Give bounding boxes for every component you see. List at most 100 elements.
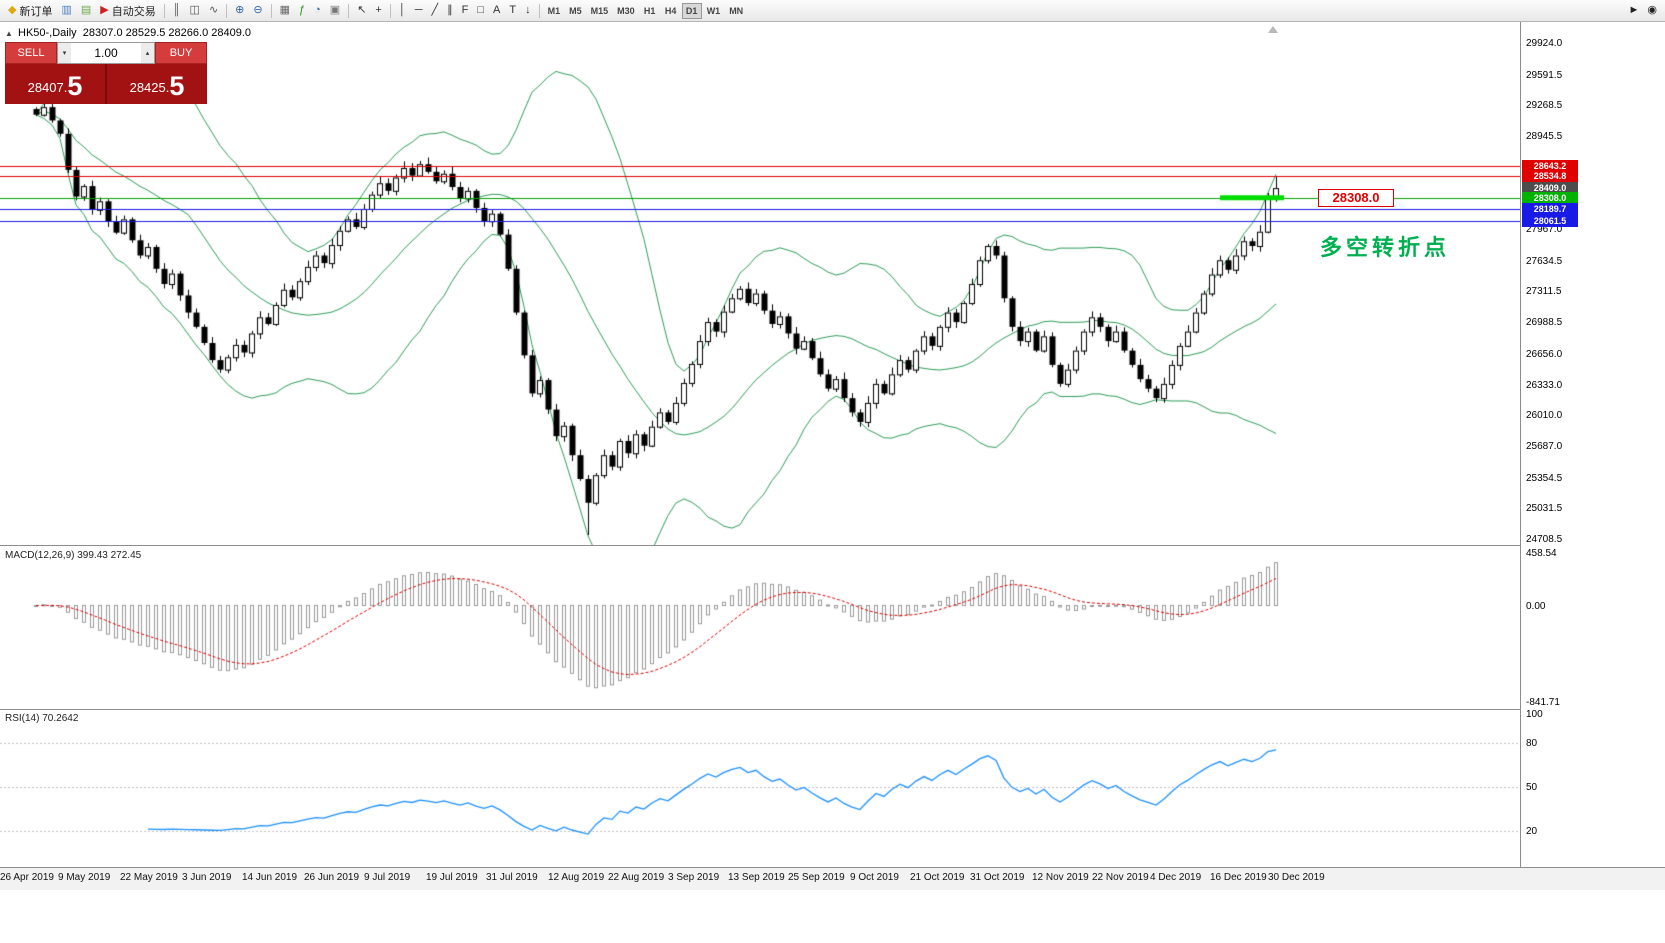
new-order-button[interactable]: ◆ 新订单 (4, 2, 56, 20)
indicators-icon: ƒ (299, 4, 306, 16)
timeframe-h1-button[interactable]: H1 (640, 3, 660, 19)
cursor-button[interactable]: ↖ (353, 2, 370, 20)
date-tick: 22 Aug 2019 (608, 872, 665, 883)
timeframe-m1-button[interactable]: M1 (544, 3, 565, 19)
date-tick: 25 Sep 2019 (788, 872, 845, 883)
support-tag-blue-2: 28061.5 (1522, 215, 1578, 228)
templates-icon: ▣ (329, 4, 341, 16)
auto-trading-label: 自动交易 (111, 5, 156, 18)
trendline-button[interactable]: ╱ (428, 2, 443, 20)
timeframe-h4-button[interactable]: H4 (661, 3, 681, 19)
timeframe-m5-button[interactable]: M5 (565, 3, 586, 19)
buy-button[interactable]: BUY (155, 42, 207, 64)
quick-search-button[interactable]: ◉ (1643, 2, 1661, 20)
time-axis[interactable]: 26 Apr 2019 9 May 2019 22 May 2019 3 Jun 20… (0, 867, 1665, 890)
timeframe-m15-button[interactable]: M15 (587, 3, 613, 19)
main-toolbar: ◆ 新订单 ▥ ▤ ▶ 自动交易 ║ ◫ ∿ ⊕ ⊖ ▦ ƒ ◔ ▣ ↖ + │ ─ ╱ ∥ F □ A T ↓ M1 M5 M15 M3… (0, 0, 1665, 22)
rsi-tick: 80 (1526, 738, 1538, 750)
price-tick: 29268.5 (1526, 100, 1563, 112)
volume-up-button[interactable]: ▴ (141, 43, 154, 63)
rsi-indicator-canvas[interactable] (0, 710, 1520, 867)
chart-forward-icon: ► (1628, 4, 1640, 16)
auto-trading-button[interactable]: ▶ 自动交易 (96, 2, 159, 20)
indicators-button[interactable]: ƒ (295, 2, 309, 20)
toolbar-separator (270, 3, 272, 18)
fibonacci-button[interactable]: F (458, 2, 473, 20)
macd-indicator-label: MACD(12,26,9) 399.43 272.45 (5, 550, 142, 561)
price-tick: 24708.5 (1526, 534, 1563, 545)
volume-down-button[interactable]: ▾ (58, 43, 71, 63)
zoom-out-icon: ⊖ (253, 4, 263, 16)
resistance-tag-1: 28643.2 (1522, 159, 1578, 172)
price-tick: 26988.5 (1526, 317, 1563, 329)
shapes-icon: □ (477, 4, 485, 16)
date-tick: 3 Jun 2019 (182, 872, 232, 883)
sell-price-big-digit: 5 (67, 71, 83, 101)
channel-button[interactable]: ∥ (443, 2, 457, 20)
vertical-line-button[interactable]: │ (395, 2, 410, 20)
sell-price-main: 28407. (27, 80, 68, 95)
line-chart-type-button[interactable]: ∿ (205, 2, 222, 20)
date-tick: 16 Dec 2019 (1210, 872, 1267, 883)
price-tick: 27967.0 (1526, 224, 1563, 236)
price-tick: 26333.0 (1526, 379, 1563, 391)
zoom-in-icon: ⊕ (235, 4, 245, 16)
cursor-icon: ↖ (357, 4, 367, 16)
toolbar-separator (226, 3, 228, 18)
macd-indicator-canvas[interactable] (0, 546, 1520, 709)
bar-chart-type-icon: ║ (172, 4, 181, 16)
sell-button[interactable]: SELL (5, 42, 57, 64)
profiles-button[interactable]: ▤ (77, 2, 95, 20)
horizontal-line-button[interactable]: ─ (411, 2, 427, 20)
candle-chart-type-button[interactable]: ◫ (186, 2, 204, 20)
bar-chart-type-button[interactable]: ║ (169, 2, 185, 20)
one-click-collapse-icon[interactable]: ▲ (5, 29, 13, 38)
timeframe-d1-button[interactable]: D1 (681, 2, 702, 19)
rsi-panel-separator[interactable] (0, 709, 1665, 710)
sell-price[interactable]: 28407. 5 (5, 64, 105, 104)
label-button[interactable]: T (505, 2, 520, 20)
price-tick: 27311.5 (1526, 286, 1562, 298)
macd-tick: 458.54 (1526, 548, 1557, 560)
chart-shift-marker[interactable] (1268, 26, 1278, 33)
tile-windows-button[interactable]: ▦ (276, 2, 294, 20)
text-button[interactable]: A (489, 2, 504, 20)
date-tick: 19 Jul 2019 (426, 872, 478, 883)
current-price-tag: 28409.0 (1522, 182, 1578, 195)
chart-window-button[interactable]: ▥ (57, 2, 75, 20)
date-tick: 14 Jun 2019 (242, 872, 298, 883)
support-tag-blue-1: 28189.7 (1522, 202, 1578, 215)
date-tick: 4 Dec 2019 (1150, 872, 1202, 883)
crosshair-button[interactable]: + (371, 2, 385, 20)
timeframe-m30-button[interactable]: M30 (613, 3, 639, 19)
toolbar-separator (163, 3, 165, 18)
symbol-ohlc-line: HK50-,Daily 28307.0 28529.5 28266.0 2840… (18, 27, 252, 39)
buy-price[interactable]: 28425. 5 (107, 64, 207, 104)
one-click-trading-panel: SELL ▾ ▴ BUY 28407.5 28425.5 (5, 42, 207, 104)
main-chart-canvas[interactable] (0, 22, 1520, 545)
price-tick: 26010.0 (1526, 410, 1563, 422)
volume-input[interactable] (71, 43, 141, 63)
zoom-out-button[interactable]: ⊖ (249, 2, 266, 20)
date-tick: 13 Sep 2019 (728, 872, 785, 883)
date-tick: 21 Oct 2019 (910, 872, 965, 883)
rsi-tick: 20 (1526, 825, 1538, 837)
timeframe-w1-button[interactable]: W1 (703, 3, 725, 19)
price-tick: 29591.5 (1526, 69, 1563, 81)
periods-button[interactable]: ◔ (310, 2, 325, 20)
zoom-in-button[interactable]: ⊕ (231, 2, 248, 20)
price-axis[interactable]: 29924.0 29591.5 29268.5 28945.5 27967.0 27634… (1520, 22, 1665, 867)
price-tick: 27634.5 (1526, 255, 1563, 267)
date-tick: 9 Jul 2019 (364, 872, 411, 883)
price-tick: 29924.0 (1526, 38, 1563, 49)
new-order-icon: ◆ (8, 4, 17, 16)
date-tick: 3 Sep 2019 (668, 872, 720, 883)
templates-button[interactable]: ▣ (326, 2, 344, 20)
chart-forward-button[interactable]: ► (1625, 2, 1644, 20)
shapes-button[interactable]: □ (473, 2, 488, 20)
timeframe-mn-button[interactable]: MN (725, 3, 747, 19)
macd-panel-separator[interactable] (0, 545, 1665, 546)
price-tick: 25354.5 (1526, 472, 1563, 484)
arrows-button[interactable]: ↓ (521, 2, 535, 20)
